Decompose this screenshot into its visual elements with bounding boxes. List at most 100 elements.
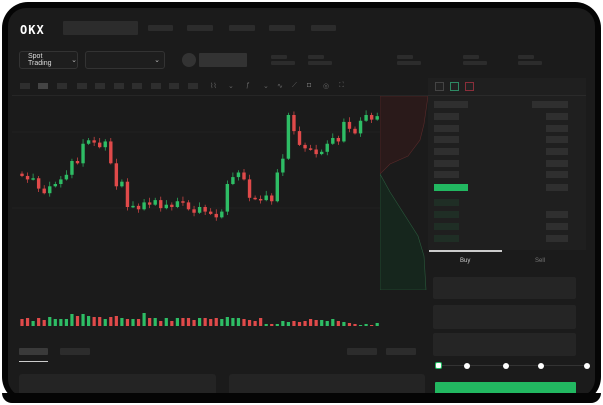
timeframe-button[interactable] xyxy=(95,83,105,89)
orderbook-asks-icon[interactable] xyxy=(465,82,474,91)
candle xyxy=(353,128,357,134)
timeframe-button[interactable] xyxy=(169,83,179,89)
nav-item[interactable] xyxy=(187,25,213,31)
timeframe-button[interactable] xyxy=(20,83,30,89)
volume-bar xyxy=(325,321,329,326)
orderbook-header[interactable] xyxy=(532,101,568,108)
timeframe-button[interactable] xyxy=(188,83,198,89)
slider-handle[interactable] xyxy=(435,362,442,369)
line-icon[interactable]: ∿ xyxy=(277,83,283,90)
timeframe-button[interactable] xyxy=(114,83,124,89)
buy-tab[interactable]: Buy xyxy=(460,258,471,264)
candle xyxy=(270,195,274,202)
volume-bar xyxy=(136,319,141,326)
slider-step[interactable] xyxy=(503,363,509,369)
bid-row[interactable] xyxy=(434,211,459,218)
ask-row[interactable] xyxy=(434,113,459,120)
candle xyxy=(31,178,35,180)
bid-row[interactable] xyxy=(546,211,568,218)
orderbook-bids-icon[interactable] xyxy=(450,82,459,91)
volume-bar xyxy=(259,318,263,326)
volume-bar xyxy=(103,319,107,326)
ask-row[interactable] xyxy=(546,160,568,167)
amount-slider[interactable] xyxy=(438,365,588,366)
candle xyxy=(214,213,218,218)
ask-row[interactable] xyxy=(434,125,459,132)
tab-open-orders[interactable] xyxy=(19,348,48,355)
volume-bar xyxy=(181,318,185,326)
volume-bar xyxy=(148,318,152,326)
depth-chart xyxy=(380,96,428,290)
volume-bar xyxy=(186,318,191,326)
ask-row[interactable] xyxy=(546,125,568,132)
last-price[interactable] xyxy=(434,184,468,191)
ask-row[interactable] xyxy=(434,160,459,167)
candle xyxy=(53,184,57,187)
bid-row[interactable] xyxy=(434,199,459,206)
chevron-down-icon[interactable]: ⌄ xyxy=(263,83,269,90)
settings-icon[interactable]: ◎ xyxy=(323,83,330,90)
slider-step[interactable] xyxy=(584,363,590,369)
nav-item[interactable] xyxy=(229,25,255,31)
bid-row[interactable] xyxy=(546,223,568,230)
timeframe-button[interactable] xyxy=(132,83,142,89)
ask-row[interactable] xyxy=(546,171,568,178)
volume-bar xyxy=(275,324,279,326)
volume-bar xyxy=(142,313,146,326)
filter-button[interactable] xyxy=(386,348,416,355)
volume-bar xyxy=(225,317,229,326)
filter-button[interactable] xyxy=(347,348,377,355)
orderbook-header[interactable] xyxy=(434,101,468,108)
divider xyxy=(12,95,428,96)
nav-item[interactable] xyxy=(148,25,173,31)
stat-label xyxy=(397,55,413,59)
slider-step[interactable] xyxy=(464,363,470,369)
chevron-down-icon: ⌄ xyxy=(154,57,160,64)
volume-bar xyxy=(342,322,346,326)
bid-row[interactable] xyxy=(434,235,459,242)
amount-input[interactable] xyxy=(433,305,576,329)
pair-select[interactable]: ⌄ xyxy=(85,51,165,69)
volume-bar xyxy=(297,322,302,326)
ask-row[interactable] xyxy=(434,136,459,143)
orderbook-both-icon[interactable] xyxy=(435,82,444,91)
tab-order-history[interactable] xyxy=(60,348,90,355)
chevron-down-icon[interactable]: ⌄ xyxy=(228,83,234,90)
ask-row[interactable] xyxy=(546,136,568,143)
candle xyxy=(170,204,174,207)
volume-bar xyxy=(198,318,202,326)
timeframe-button[interactable] xyxy=(57,83,67,89)
fullscreen-icon[interactable]: ⛶ xyxy=(339,82,344,89)
timeframe-button[interactable] xyxy=(77,83,87,89)
price-input[interactable] xyxy=(433,277,576,299)
camera-icon[interactable]: ◘ xyxy=(307,82,312,89)
sell-tab[interactable]: Sell xyxy=(535,258,546,264)
bid-row[interactable] xyxy=(546,235,568,242)
slider-step[interactable] xyxy=(538,363,544,369)
ask-row[interactable] xyxy=(546,184,568,191)
search-bar[interactable] xyxy=(63,21,138,35)
bid-row[interactable] xyxy=(434,223,459,230)
ruler-icon[interactable]: ⟋ xyxy=(292,82,297,89)
ask-row[interactable] xyxy=(434,171,459,178)
timeframe-button[interactable] xyxy=(38,83,48,89)
ask-row[interactable] xyxy=(434,148,459,155)
nav-item[interactable] xyxy=(269,25,295,31)
nav-item[interactable] xyxy=(311,25,336,31)
candle xyxy=(331,138,335,144)
okx-logo[interactable]: OKX xyxy=(20,23,45,37)
candle xyxy=(258,198,263,201)
candle-type-icon[interactable]: ⌇⌇ xyxy=(210,83,217,90)
timeframe-button[interactable] xyxy=(151,83,161,89)
candle xyxy=(225,184,230,212)
candle xyxy=(86,140,91,144)
total-input[interactable] xyxy=(433,333,576,356)
candlestick-chart[interactable] xyxy=(12,96,380,336)
indicator-icon[interactable]: ƒ xyxy=(246,82,250,89)
volume-bar xyxy=(347,323,352,326)
ask-row[interactable] xyxy=(546,113,568,120)
candle xyxy=(209,211,213,214)
ask-row[interactable] xyxy=(546,148,568,155)
candle xyxy=(98,142,102,148)
market-select[interactable]: Spot Trading ⌄ xyxy=(19,51,78,69)
